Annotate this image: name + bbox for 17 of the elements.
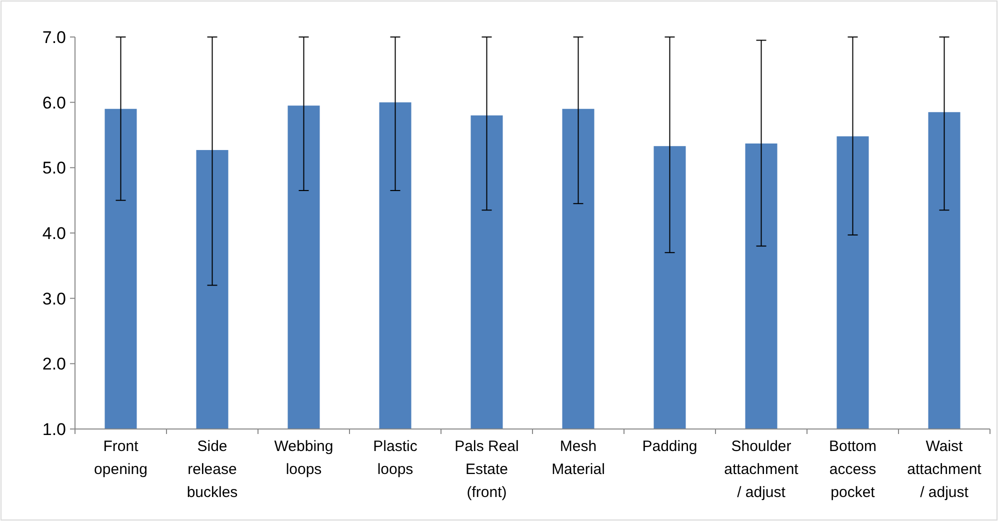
- y-tick-label: 1.0: [42, 420, 66, 439]
- x-tick-label: Plastic loops: [373, 438, 418, 478]
- x-tick-label: Front opening: [94, 438, 148, 478]
- y-tick-label: 7.0: [42, 28, 66, 47]
- y-tick-label: 3.0: [42, 289, 66, 308]
- x-tick-label: Side release buckles: [186, 438, 238, 501]
- x-tick-label: Bottom access pocket: [828, 438, 877, 501]
- y-tick-label: 2.0: [42, 354, 66, 374]
- x-tick-label: Mesh Material: [552, 438, 605, 478]
- x-tick-label: Pals Real Estate (front): [454, 438, 519, 501]
- y-tick-label: 6.0: [42, 93, 66, 112]
- x-tick-label: Webbing loops: [274, 438, 334, 478]
- y-tick-label: 4.0: [42, 224, 66, 243]
- y-tick-label: 5.0: [42, 158, 66, 178]
- x-tick-label: Shoulder attachment / adjust: [724, 438, 800, 501]
- x-tick-label: Padding: [642, 438, 698, 455]
- x-tick-label: Waist attachment / adjust: [907, 438, 982, 501]
